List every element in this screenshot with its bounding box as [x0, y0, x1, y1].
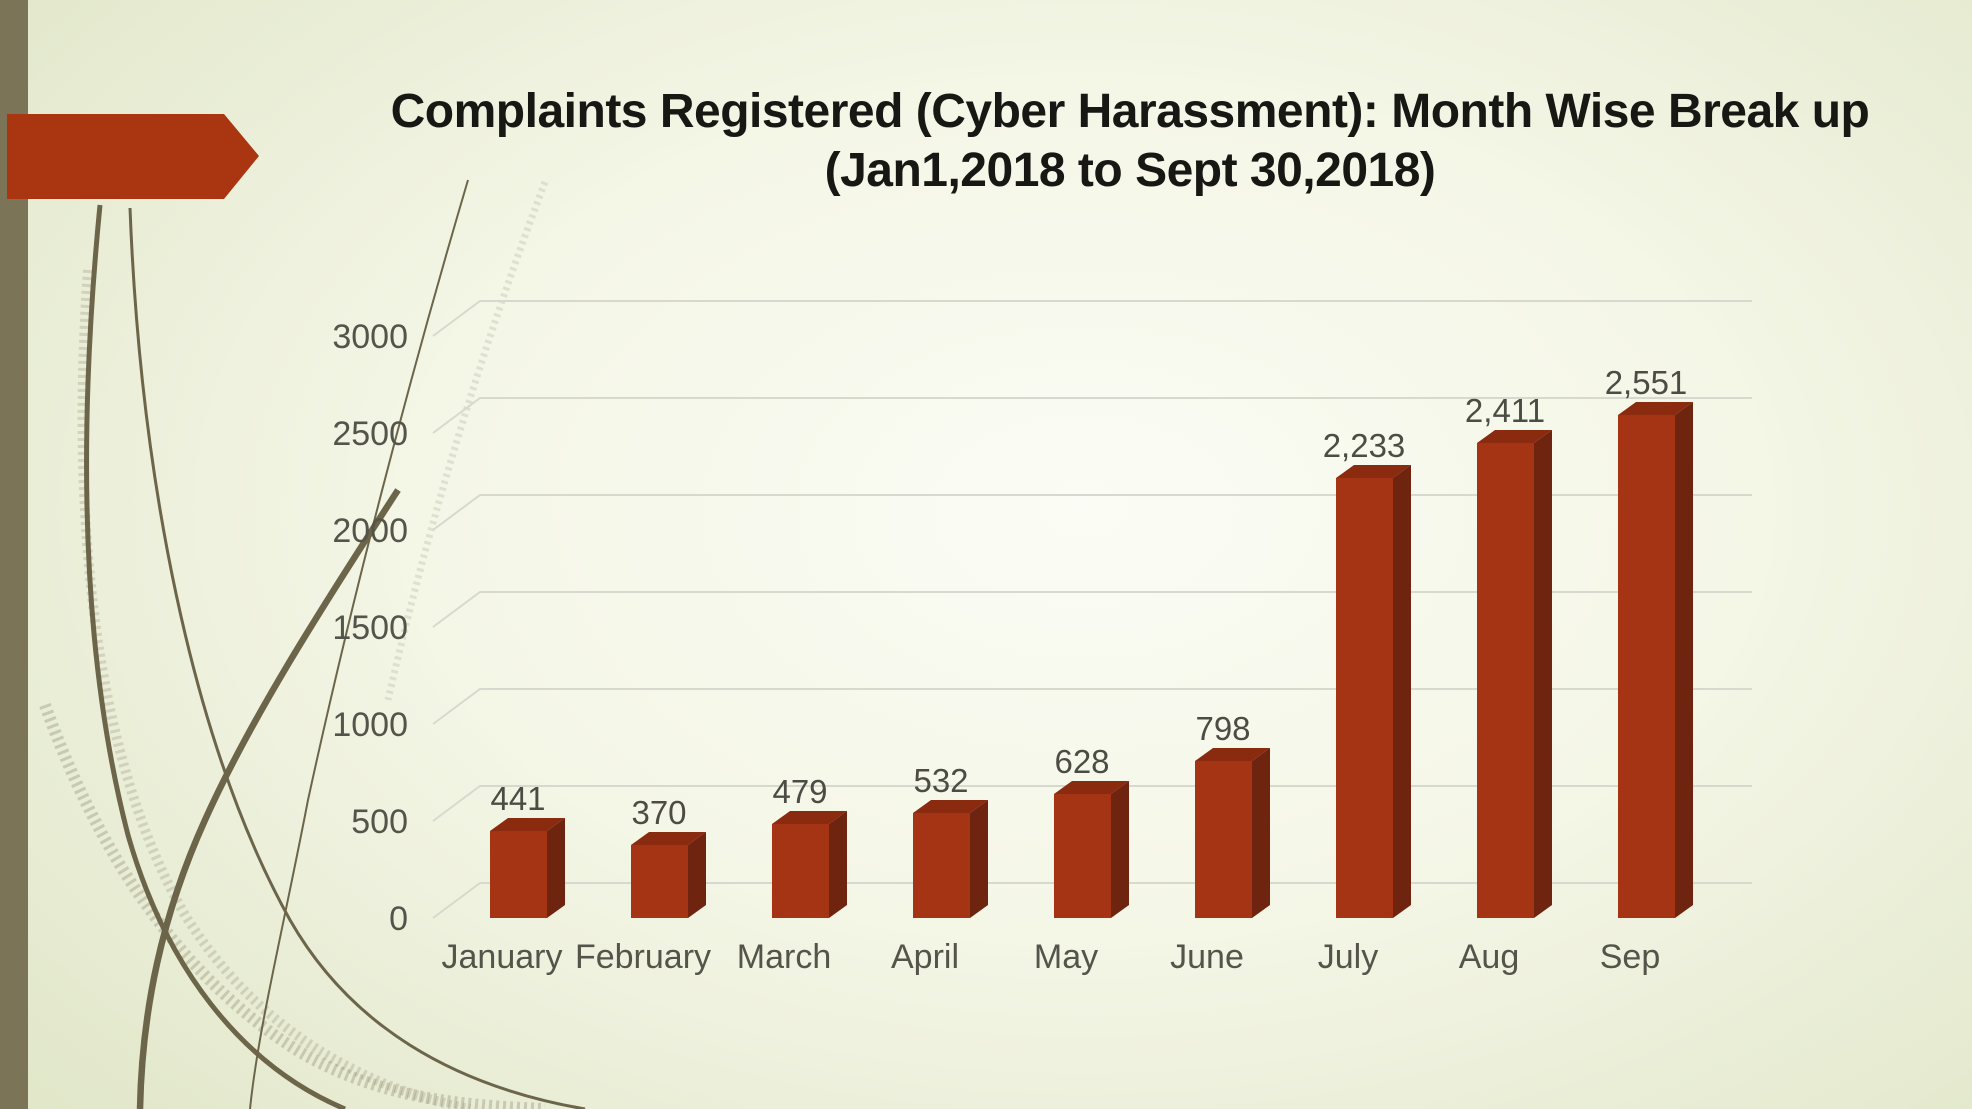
y-tick-label: 2000: [332, 512, 408, 550]
gridline: [432, 882, 1752, 919]
month-label: July: [1318, 938, 1378, 976]
gridline-group-1000: 1000: [332, 688, 1752, 744]
bar-side-face: [970, 800, 988, 918]
gridline: [432, 494, 1752, 531]
gridline-group-3000: 3000: [332, 300, 1752, 356]
bar-front: [913, 813, 970, 918]
bar-front: [772, 824, 829, 918]
gridline-group-0: 0: [389, 882, 1752, 938]
gridline-group-500: 500: [351, 785, 1752, 841]
y-tick-label: 500: [351, 803, 408, 841]
decorative-curve-hatched: [77, 269, 471, 1109]
decorative-curve: [136, 488, 401, 1109]
bar-side-face: [829, 811, 847, 918]
decorative-curve: [84, 204, 346, 1109]
bar-group-january: 441 January: [442, 780, 565, 976]
decorative-curves: [39, 179, 586, 1109]
chart-title-line-2: (Jan1,2018 to Sept 30,2018): [824, 143, 1436, 197]
value-label: 370: [631, 794, 686, 831]
bar-front: [1477, 443, 1534, 918]
bar-side-face: [1252, 748, 1270, 918]
month-label: February: [575, 938, 711, 976]
value-label: 441: [490, 780, 545, 817]
bar-group-may: 628 May: [1034, 743, 1129, 976]
bar-group-july: 2,233 July: [1318, 427, 1411, 976]
gridline: [432, 591, 1752, 628]
y-tick-label: 1500: [332, 609, 408, 647]
bar-group-aug: 2,411 Aug: [1459, 392, 1552, 976]
bar-group-april: 532 April: [891, 762, 988, 976]
bar-top-face: [1618, 402, 1693, 415]
gridline: [432, 688, 1752, 725]
month-label: Sep: [1600, 938, 1661, 976]
decorative-curve-hatched: [384, 180, 549, 701]
bar-top-face: [1054, 781, 1129, 794]
value-label: 479: [772, 773, 827, 810]
bar-side-face: [1675, 402, 1693, 918]
bar-top-face: [631, 832, 706, 845]
chart-title: Complaints Registered (Cyber Harassment)…: [390, 83, 1870, 200]
value-label: 2,233: [1323, 427, 1406, 464]
month-label: April: [891, 938, 959, 976]
gridline-group-2000: 2000: [332, 494, 1752, 550]
bar-front: [631, 845, 688, 918]
chart-title-line-1: Complaints Registered (Cyber Harassment)…: [390, 85, 1870, 138]
bar-top-face: [490, 818, 565, 831]
bar-side-face: [1534, 430, 1552, 918]
bar-group-june: 798 June: [1170, 710, 1270, 976]
month-label: May: [1034, 938, 1098, 976]
value-label: 798: [1195, 710, 1250, 747]
bar-side-face: [1393, 465, 1411, 918]
gridline: [432, 785, 1752, 822]
bar-top-face: [772, 811, 847, 824]
bar-front: [1336, 478, 1393, 918]
bar-front: [1195, 761, 1252, 918]
bar-group-sep: 2,551 Sep: [1600, 364, 1693, 976]
bar-side-face: [547, 818, 565, 918]
bar-group-february: 370 February: [575, 794, 711, 976]
bar-group-march: 479 March: [737, 773, 847, 976]
month-label: March: [737, 938, 831, 976]
value-label: 2,411: [1465, 392, 1545, 429]
bar-top-face: [1477, 430, 1552, 443]
value-label: 628: [1054, 743, 1109, 780]
decorative-curve: [128, 207, 586, 1109]
value-label: 532: [913, 762, 968, 799]
red-arrow-shape: [7, 114, 259, 199]
decorative-curve: [249, 179, 469, 1109]
month-label: June: [1170, 938, 1244, 976]
gridline-group-2500: 2500: [332, 397, 1752, 453]
gridline: [432, 397, 1752, 434]
y-tick-label: 2500: [332, 415, 408, 453]
bar-side-face: [688, 832, 706, 918]
bar-top-face: [1195, 748, 1270, 761]
y-tick-label: 0: [389, 900, 408, 938]
value-label: 2,551: [1605, 364, 1688, 401]
month-label: Aug: [1459, 938, 1520, 976]
month-label: January: [442, 938, 563, 976]
gridline: [432, 300, 1752, 337]
bar-front: [1618, 415, 1675, 918]
bar-top-face: [1336, 465, 1411, 478]
y-tick-label: 3000: [332, 318, 408, 356]
y-tick-label: 1000: [332, 706, 408, 744]
bar-side-face: [1111, 781, 1129, 918]
bar-front: [1054, 794, 1111, 918]
gridline-group-1500: 1500: [332, 591, 1752, 647]
bar-front: [490, 831, 547, 918]
bar-top-face: [913, 800, 988, 813]
